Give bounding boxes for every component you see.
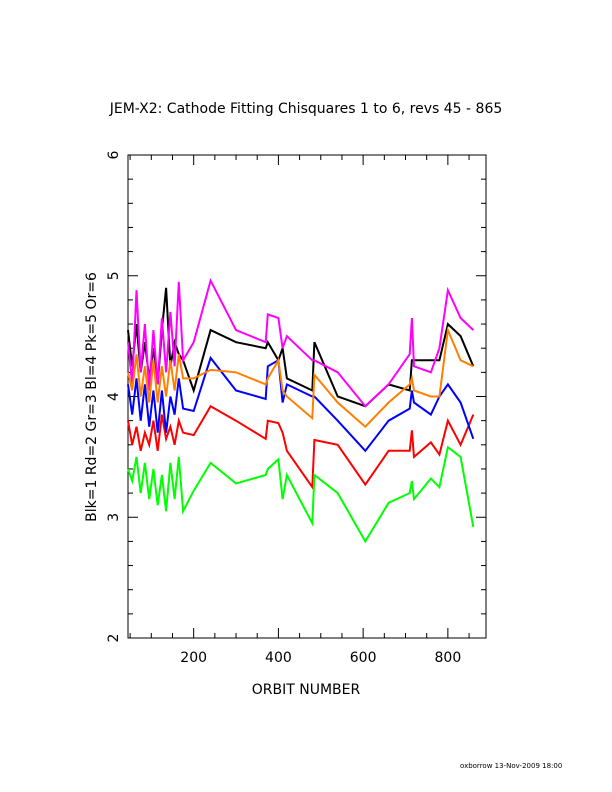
series-line-3	[127, 445, 475, 544]
axis-ticks: 200 400 600 800 2 3 4 5 6	[106, 150, 486, 666]
y-tick-label: 6	[106, 150, 122, 159]
y-tick-label: 3	[106, 513, 122, 522]
series-layer	[127, 277, 475, 544]
series-line-5	[127, 277, 474, 408]
footer-credit: oxborrow 13-Nov-2009 18:00	[460, 762, 563, 770]
series-line-2	[127, 404, 475, 491]
x-tick-label: 600	[350, 650, 377, 666]
x-tick-label: 800	[435, 650, 462, 666]
y-axis-label: Blk=1 Rd=2 Gr=3 Bl=4 Pk=5 Or=6	[84, 272, 100, 522]
x-tick-label: 200	[180, 650, 207, 666]
x-tick-label: 400	[265, 650, 292, 666]
series-line-6	[127, 326, 474, 429]
y-tick-label: 2	[106, 634, 122, 643]
x-axis-label: ORBIT NUMBER	[252, 682, 361, 698]
y-tick-label: 5	[106, 271, 122, 280]
y-tick-label: 4	[106, 392, 122, 401]
chart-title: JEM-X2: Cathode Fitting Chisquares 1 to …	[109, 101, 503, 117]
series-line-4	[127, 355, 475, 453]
